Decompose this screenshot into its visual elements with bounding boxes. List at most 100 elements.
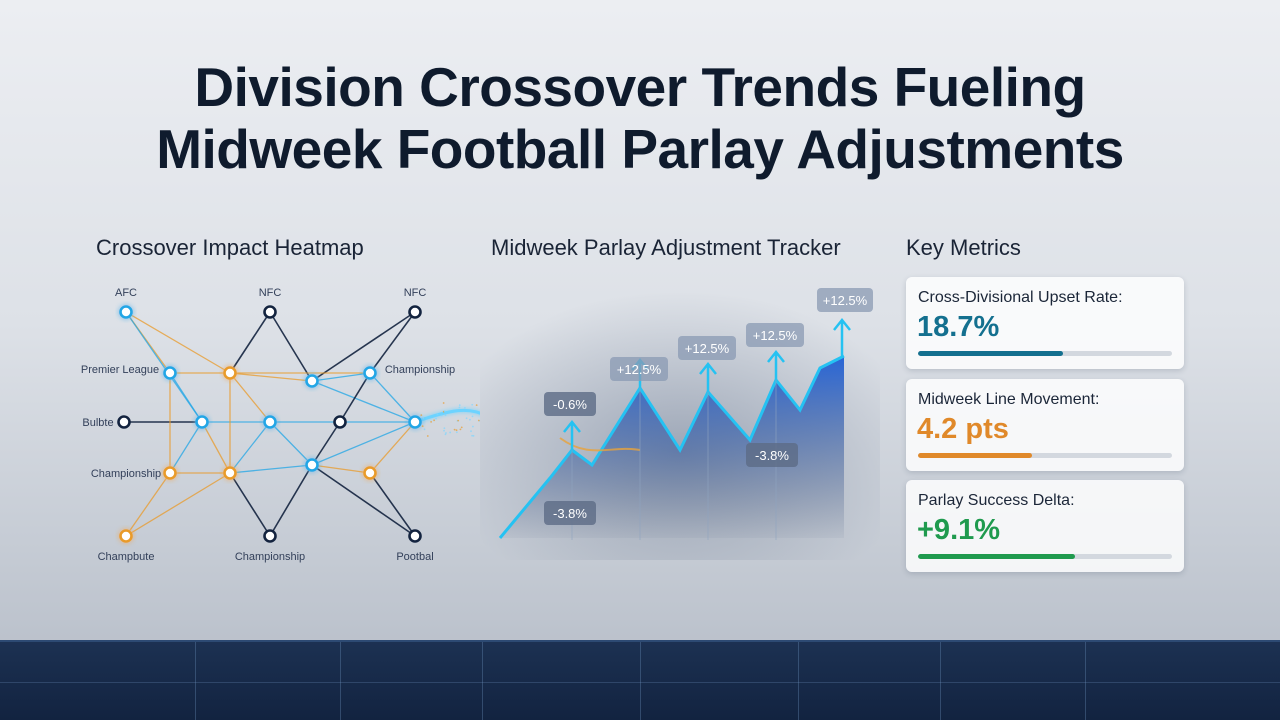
flow-particle [420, 414, 422, 416]
heatmap-label: Pootbal [396, 551, 433, 563]
network-edge [370, 473, 415, 536]
tracker-tag: +12.5% [753, 328, 798, 343]
metric-value: 4.2 pts [917, 413, 1009, 446]
network-node [265, 417, 276, 428]
network-edge [312, 381, 415, 422]
metric-bar [918, 453, 1172, 458]
flow-particle [456, 431, 458, 433]
tracker-tag: +12.5% [617, 362, 662, 377]
network-edge [230, 473, 270, 536]
network-edge [270, 312, 312, 381]
network-edge [126, 473, 230, 536]
flow-particle [461, 426, 463, 428]
tracker-tag: +12.5% [823, 293, 868, 308]
tracker-tag: -3.8% [553, 506, 587, 521]
metric-bar [918, 554, 1172, 559]
heatmap-label: Championship [91, 468, 161, 480]
flow-particle [441, 414, 443, 416]
tracker-tag: -3.8% [755, 448, 789, 463]
grid-line [482, 642, 483, 720]
heatmap-network: AFC NFC NFC Premier League Championship … [60, 270, 480, 570]
flow-particle [433, 419, 435, 421]
heatmap-label: NFC [259, 287, 282, 299]
network-edge [230, 465, 312, 473]
metrics-title: Key Metrics [906, 235, 1021, 261]
network-node [121, 531, 132, 542]
network-node [307, 376, 318, 387]
flow-particle [454, 429, 456, 431]
flow-particle [472, 416, 474, 418]
flow-particle [443, 430, 445, 432]
network-node [119, 417, 130, 428]
flow-particle [457, 420, 459, 422]
footer-grid-band [0, 640, 1280, 720]
flow-particle [456, 429, 458, 431]
network-edge [126, 473, 170, 536]
flow-particle [443, 427, 445, 429]
heatmap-label: AFC [115, 287, 137, 299]
network-node [265, 307, 276, 318]
flow-particle [445, 434, 447, 436]
metric-bar [918, 351, 1172, 356]
network-node [410, 531, 421, 542]
network-node [335, 417, 346, 428]
heatmap-label: Bulbte [82, 417, 113, 429]
flow-particle [476, 404, 478, 406]
flow-particle [443, 402, 445, 404]
flow-particle [466, 417, 468, 419]
metric-value: 18.7% [917, 311, 999, 344]
flow-particle [437, 413, 439, 415]
grid-line [340, 642, 341, 720]
page-title-line1: Division Crossover Trends Fueling [0, 56, 1280, 118]
metric-card-upset-rate: Cross-Divisional Upset Rate: 18.7% [906, 277, 1184, 369]
metric-bar-fill [918, 351, 1063, 356]
flow-particle [459, 404, 461, 406]
tracker-chart: +12.5% +12.5% +12.5% +12.5% -0.6% -3.8% … [480, 270, 880, 570]
network-node [225, 368, 236, 379]
heatmap-label: Championship [385, 364, 455, 376]
metric-label: Midweek Line Movement: [918, 391, 1099, 409]
flow-particle [422, 418, 424, 420]
network-node [410, 417, 421, 428]
flow-particle [435, 418, 437, 420]
network-node [165, 368, 176, 379]
flow-particle [459, 406, 461, 408]
tracker-tag: -0.6% [553, 397, 587, 412]
network-node [410, 307, 421, 318]
network-node [365, 368, 376, 379]
metric-label: Cross-Divisional Upset Rate: [918, 289, 1123, 307]
network-edge [312, 373, 370, 381]
tracker-title: Midweek Parlay Adjustment Tracker [491, 235, 841, 261]
flow-particle [473, 435, 475, 437]
network-edge [230, 373, 312, 381]
heatmap-label: NFC [404, 287, 427, 299]
heatmap-label: Premier League [81, 364, 159, 376]
flow-particle [424, 428, 426, 430]
metric-value: +9.1% [917, 514, 1000, 547]
flow-particle [445, 414, 447, 416]
flow-particle [470, 430, 472, 432]
flow-particle [449, 432, 451, 434]
metric-card-success-delta: Parlay Success Delta: +9.1% [906, 480, 1184, 572]
grid-line [940, 642, 941, 720]
network-edge [312, 422, 415, 465]
grid-line [798, 642, 799, 720]
network-edge [270, 465, 312, 536]
flow-particle [430, 421, 432, 423]
flow-particle [460, 428, 462, 430]
metric-bar-fill [918, 453, 1032, 458]
network-edge [230, 422, 270, 473]
network-edge [312, 465, 415, 536]
network-edge [202, 422, 230, 473]
flow-particle [464, 407, 466, 409]
grid-line [1085, 642, 1086, 720]
network-node [165, 468, 176, 479]
grid-line [640, 642, 641, 720]
flow-particle [422, 425, 424, 427]
heatmap-title: Crossover Impact Heatmap [96, 235, 364, 261]
metric-card-line-movement: Midweek Line Movement: 4.2 pts [906, 379, 1184, 471]
flow-particle [469, 419, 471, 421]
network-edge [370, 373, 415, 422]
network-node [197, 417, 208, 428]
network-edge [230, 373, 270, 422]
